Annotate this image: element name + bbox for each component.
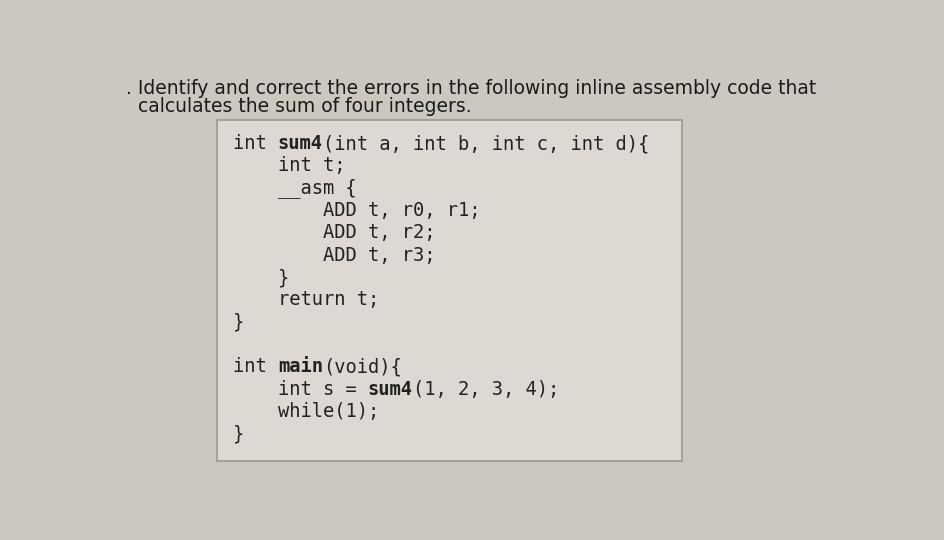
Text: ADD t, r3;: ADD t, r3; <box>232 246 435 265</box>
Text: sum4: sum4 <box>367 380 413 399</box>
Text: calculates the sum of four integers.: calculates the sum of four integers. <box>126 97 471 116</box>
Text: ADD t, r0, r1;: ADD t, r0, r1; <box>232 201 480 220</box>
Text: (void){: (void){ <box>323 357 401 376</box>
Text: }: } <box>232 268 289 287</box>
Text: int t;: int t; <box>232 157 345 176</box>
Text: main: main <box>278 357 323 376</box>
Text: }: } <box>232 313 244 332</box>
Text: return t;: return t; <box>232 291 379 309</box>
Text: ADD t, r2;: ADD t, r2; <box>232 224 435 242</box>
Text: . Identify and correct the errors in the following inline assembly code that: . Identify and correct the errors in the… <box>126 79 816 98</box>
Text: (int a, int b, int c, int d){: (int a, int b, int c, int d){ <box>323 134 649 153</box>
Text: while(1);: while(1); <box>232 402 379 421</box>
Text: }: } <box>232 424 244 443</box>
Text: int s =: int s = <box>232 380 367 399</box>
Text: {: { <box>334 179 356 198</box>
FancyBboxPatch shape <box>217 120 682 461</box>
Text: int: int <box>232 134 278 153</box>
Text: (1, 2, 3, 4);: (1, 2, 3, 4); <box>413 380 559 399</box>
Text: int: int <box>232 357 278 376</box>
Text: __asm: __asm <box>278 179 334 198</box>
Text: sum4: sum4 <box>278 134 323 153</box>
